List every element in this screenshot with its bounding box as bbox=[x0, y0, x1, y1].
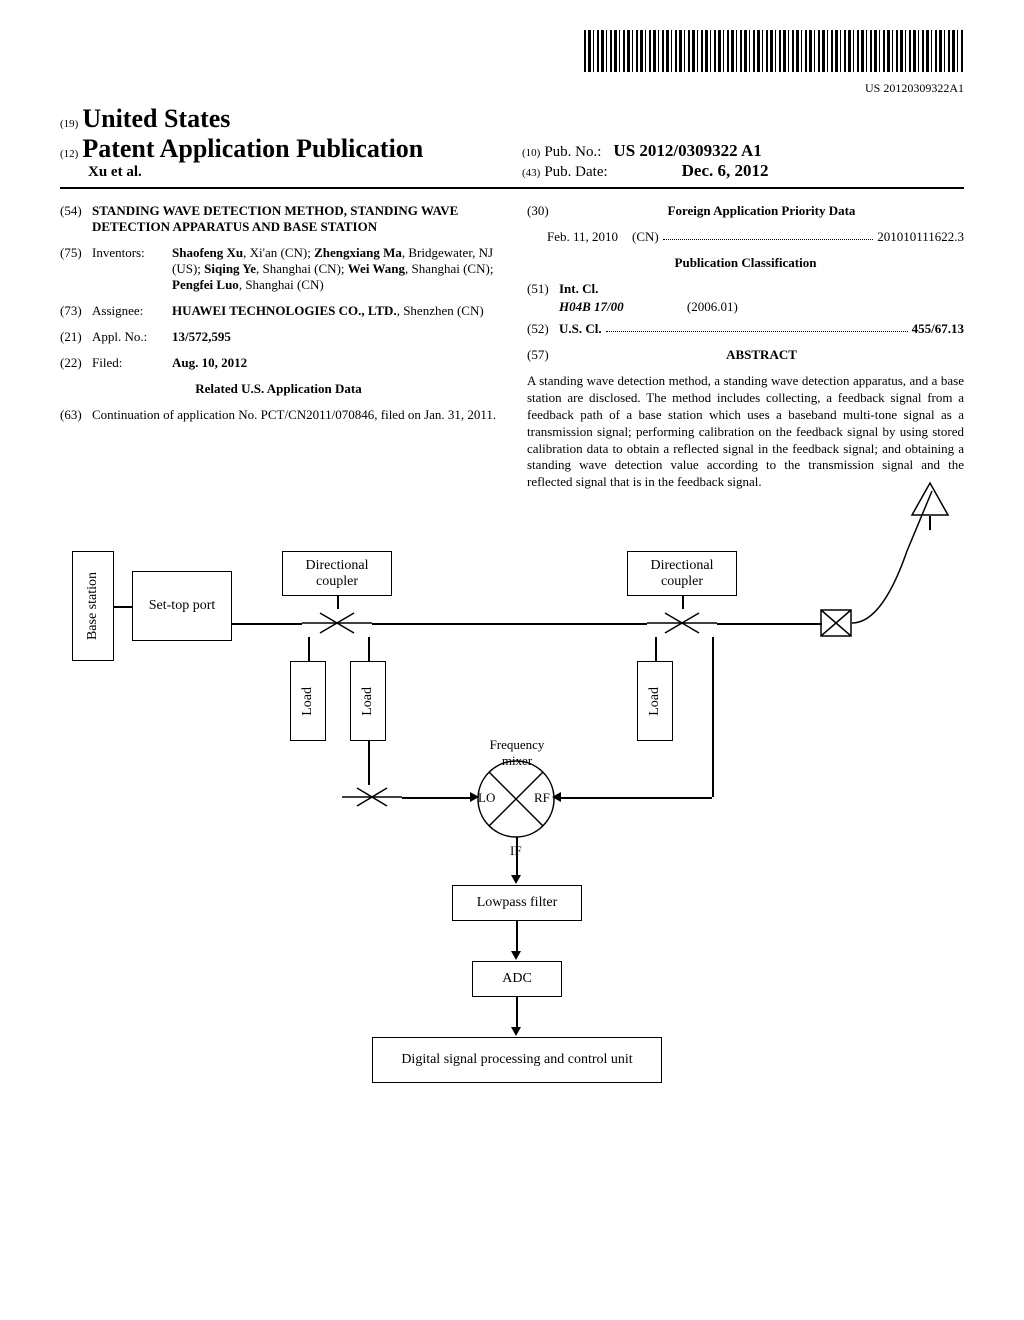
lowpass-box: Lowpass filter bbox=[452, 885, 582, 921]
code-10: (10) bbox=[522, 147, 540, 159]
class-heading: Publication Classification bbox=[527, 255, 964, 271]
intcl-date: (2006.01) bbox=[687, 299, 738, 314]
applno-label: Appl. No.: bbox=[92, 329, 172, 345]
code-43: (43) bbox=[522, 167, 540, 179]
code-73: (73) bbox=[60, 303, 92, 319]
intcl-label: Int. Cl. bbox=[559, 281, 598, 296]
code-54: (54) bbox=[60, 203, 92, 235]
continuation: Continuation of application No. PCT/CN20… bbox=[92, 407, 497, 423]
dir-coupler-1-box: Directional coupler bbox=[282, 551, 392, 596]
figure: Base station Set-top port Directional co… bbox=[72, 541, 952, 1101]
pubdate: Dec. 6, 2012 bbox=[682, 161, 769, 180]
title: STANDING WAVE DETECTION METHOD, STANDING… bbox=[92, 203, 497, 235]
antenna-icon bbox=[910, 481, 950, 517]
feed-icon bbox=[820, 609, 852, 637]
uscl-value: 455/67.13 bbox=[912, 321, 964, 337]
code-51: (51) bbox=[527, 281, 559, 297]
pubno-label: Pub. No.: bbox=[544, 144, 601, 160]
related-heading: Related U.S. Application Data bbox=[60, 381, 497, 397]
dir-coupler-2-label: Directional coupler bbox=[632, 558, 732, 590]
filed: Aug. 10, 2012 bbox=[172, 355, 497, 371]
inventors-label: Inventors: bbox=[92, 245, 172, 293]
load-3-label: Load bbox=[647, 687, 663, 716]
code-57: (57) bbox=[527, 347, 559, 363]
filed-label: Filed: bbox=[92, 355, 172, 371]
code-22: (22) bbox=[60, 355, 92, 371]
assignee-label: Assignee: bbox=[92, 303, 172, 319]
code-63: (63) bbox=[60, 407, 92, 423]
foreign-date: Feb. 11, 2010 bbox=[547, 229, 618, 245]
code-52: (52) bbox=[527, 321, 559, 337]
inventors: Shaofeng Xu, Xi'an (CN); Zhengxiang Ma, … bbox=[172, 245, 497, 293]
code-30: (30) bbox=[527, 203, 559, 219]
foreign-number: 201010111622.3 bbox=[877, 229, 964, 245]
dir-coupler-1-label: Directional coupler bbox=[287, 558, 387, 590]
foreign-heading: Foreign Application Priority Data bbox=[668, 203, 856, 218]
load-2-box: Load bbox=[350, 661, 386, 741]
base-station-label: Base station bbox=[85, 572, 101, 640]
load-1-box: Load bbox=[290, 661, 326, 741]
uscl-label: U.S. Cl. bbox=[559, 321, 602, 337]
left-column: (54) STANDING WAVE DETECTION METHOD, STA… bbox=[60, 203, 497, 491]
abstract: A standing wave detection method, a stan… bbox=[527, 373, 964, 491]
right-column: (30) Foreign Application Priority Data F… bbox=[527, 203, 964, 491]
load-1-label: Load bbox=[300, 687, 316, 716]
lo-coupler-icon bbox=[342, 785, 402, 809]
base-station-box: Base station bbox=[72, 551, 114, 661]
settop-label: Set-top port bbox=[149, 598, 216, 614]
coupler-2-icon bbox=[647, 609, 717, 637]
code-12: (12) bbox=[60, 148, 78, 160]
coupler-1-icon bbox=[302, 609, 372, 637]
dir-coupler-2-box: Directional coupler bbox=[627, 551, 737, 596]
pub-type: Patent Application Publication bbox=[82, 134, 423, 163]
pubdate-label: Pub. Date: bbox=[544, 164, 607, 180]
code-75: (75) bbox=[60, 245, 92, 293]
foreign-country: (CN) bbox=[632, 229, 659, 245]
applno: 13/572,595 bbox=[172, 329, 497, 345]
adc-label: ADC bbox=[502, 971, 532, 987]
load-3-box: Load bbox=[637, 661, 673, 741]
pubno: US 2012/0309322 A1 bbox=[613, 141, 761, 160]
barcode-text: US 20120309322A1 bbox=[60, 81, 964, 96]
load-2-label: Load bbox=[360, 687, 376, 716]
intcl-code: H04B 17/00 bbox=[559, 299, 624, 314]
country: United States bbox=[82, 104, 230, 133]
code-21: (21) bbox=[60, 329, 92, 345]
settop-box: Set-top port bbox=[132, 571, 232, 641]
lowpass-label: Lowpass filter bbox=[477, 895, 557, 911]
code-19: (19) bbox=[60, 118, 78, 130]
lo-label: LO bbox=[478, 790, 495, 806]
adc-box: ADC bbox=[472, 961, 562, 997]
assignee: HUAWEI TECHNOLOGIES CO., LTD., Shenzhen … bbox=[172, 303, 497, 319]
rf-label: RF bbox=[534, 790, 550, 806]
freq-mixer-label: Frequency mixer bbox=[484, 737, 550, 769]
abstract-heading: ABSTRACT bbox=[726, 347, 797, 362]
barcode bbox=[60, 30, 964, 77]
dsp-label: Digital signal processing and control un… bbox=[401, 1052, 632, 1068]
divider bbox=[60, 187, 964, 189]
dsp-box: Digital signal processing and control un… bbox=[372, 1037, 662, 1083]
authors: Xu et al. bbox=[60, 164, 502, 181]
